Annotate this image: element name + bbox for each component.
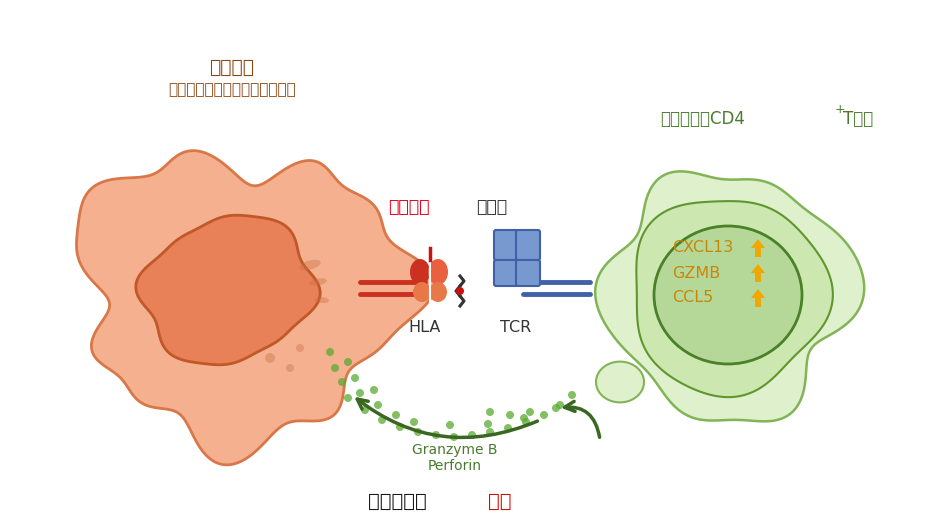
Circle shape <box>413 428 422 436</box>
Circle shape <box>330 364 339 372</box>
FancyBboxPatch shape <box>494 260 517 286</box>
Circle shape <box>344 358 351 366</box>
Circle shape <box>485 428 494 436</box>
Text: HLA: HLA <box>409 320 441 335</box>
Circle shape <box>449 433 458 441</box>
Circle shape <box>503 424 512 432</box>
Ellipse shape <box>410 259 430 285</box>
Circle shape <box>370 386 378 394</box>
Circle shape <box>555 401 564 409</box>
Text: 標的細胞を: 標的細胞を <box>367 492 427 511</box>
Text: T細胞: T細胞 <box>842 110 872 128</box>
Polygon shape <box>76 151 435 465</box>
Circle shape <box>483 420 492 428</box>
Ellipse shape <box>309 278 327 286</box>
FancyBboxPatch shape <box>494 230 517 260</box>
Text: Granzyme B: Granzyme B <box>412 443 497 457</box>
Circle shape <box>361 406 368 414</box>
Circle shape <box>539 411 548 419</box>
Ellipse shape <box>314 297 329 303</box>
Circle shape <box>526 408 533 416</box>
Polygon shape <box>635 201 832 397</box>
Circle shape <box>350 374 359 382</box>
Circle shape <box>396 423 404 431</box>
Circle shape <box>431 431 440 439</box>
Polygon shape <box>596 362 643 402</box>
Circle shape <box>551 404 560 412</box>
Circle shape <box>344 394 351 402</box>
Circle shape <box>519 414 528 422</box>
Circle shape <box>286 364 294 372</box>
FancyBboxPatch shape <box>515 260 539 286</box>
Circle shape <box>338 378 346 386</box>
Circle shape <box>467 431 476 439</box>
Text: 標的細胞: 標的細胞 <box>210 58 254 77</box>
Circle shape <box>392 411 399 419</box>
Ellipse shape <box>413 282 430 302</box>
Circle shape <box>446 421 453 429</box>
Circle shape <box>264 353 275 363</box>
Text: ネオ抗原: ネオ抗原 <box>388 198 429 216</box>
Polygon shape <box>136 215 320 365</box>
Text: GZMB: GZMB <box>671 265 719 280</box>
Circle shape <box>374 401 381 409</box>
Circle shape <box>505 411 514 419</box>
FancyBboxPatch shape <box>515 230 539 260</box>
Ellipse shape <box>299 260 320 270</box>
Circle shape <box>567 391 576 399</box>
Ellipse shape <box>653 226 801 364</box>
Circle shape <box>456 287 464 295</box>
Text: CCL5: CCL5 <box>671 290 713 305</box>
Circle shape <box>326 348 333 356</box>
Circle shape <box>410 418 417 426</box>
Polygon shape <box>595 171 863 421</box>
Ellipse shape <box>428 259 447 285</box>
Polygon shape <box>750 264 765 282</box>
Polygon shape <box>750 239 765 257</box>
Text: 攻撃: 攻撃 <box>487 492 511 511</box>
Text: TCR: TCR <box>499 320 531 335</box>
Polygon shape <box>750 289 765 307</box>
Text: CXCL13: CXCL13 <box>671 240 733 255</box>
Text: 細胞傷害性CD4: 細胞傷害性CD4 <box>659 110 744 128</box>
Text: +: + <box>834 103 845 116</box>
Circle shape <box>521 418 530 426</box>
Text: （がん等のネオ抗原提示細胞）: （がん等のネオ抗原提示細胞） <box>168 82 295 97</box>
Text: を認識: を認識 <box>476 198 507 216</box>
Ellipse shape <box>429 282 447 302</box>
Circle shape <box>356 389 363 397</box>
FancyArrowPatch shape <box>357 399 537 437</box>
Circle shape <box>378 416 385 424</box>
FancyArrowPatch shape <box>564 401 598 437</box>
Circle shape <box>485 408 494 416</box>
Text: Perforin: Perforin <box>428 459 481 473</box>
Circle shape <box>295 344 304 352</box>
